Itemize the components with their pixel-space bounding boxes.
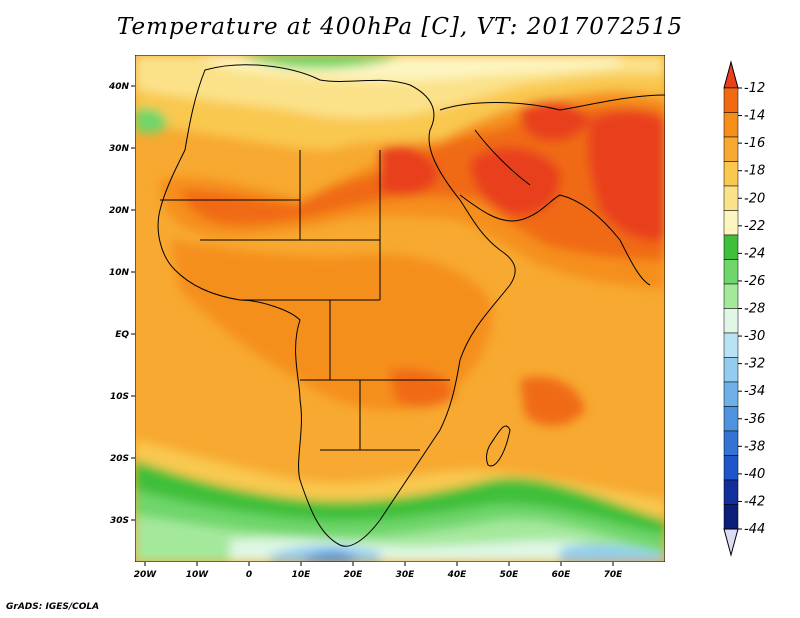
asia-north-outline — [439, 94, 665, 111]
y-tick-label: 10S — [110, 392, 129, 402]
colorbar-label: -42 — [744, 494, 765, 509]
colorbar-segment — [723, 87, 739, 113]
colorbar-segment — [723, 381, 739, 407]
y-tick-label: 20S — [110, 454, 129, 464]
map-title: Temperature at 400hPa [C], VT: 201707251… — [116, 14, 684, 40]
colorbar-label: -28 — [744, 302, 765, 317]
y-tick-label: 20N — [109, 206, 130, 216]
arabia-india-outline — [459, 194, 651, 286]
colorbar-segment — [723, 136, 739, 162]
x-tick-label: 30E — [396, 570, 416, 580]
colorbar-label: -20 — [744, 191, 765, 206]
colorbar-segment — [723, 308, 739, 334]
coastlines — [157, 64, 665, 547]
colorbar-label: -26 — [744, 274, 765, 289]
colorbar-segment — [723, 283, 739, 309]
colorbar-segment — [723, 430, 739, 456]
colorbar-label: -16 — [744, 136, 765, 151]
colorbar-segment — [723, 161, 739, 187]
colorbar-segment — [723, 455, 739, 481]
colorbar-label: -14 — [744, 109, 765, 124]
colorbar-label: -36 — [744, 412, 765, 427]
x-tick-label: 20W — [134, 570, 158, 580]
red-sea-outline — [474, 129, 531, 186]
colorbar-label: -12 — [744, 81, 765, 96]
africa-outline — [157, 64, 516, 547]
colorbar-label: -40 — [744, 467, 765, 482]
colorbar-label: -24 — [744, 246, 765, 261]
colorbar-label: -32 — [744, 357, 765, 372]
colorbar-segment — [723, 479, 739, 505]
x-tick-label: 60E — [552, 570, 572, 580]
footer-credit: GrADS: IGES/COLA — [6, 602, 100, 612]
colorbar-segment — [723, 357, 739, 383]
x-tick-label: 50E — [500, 570, 520, 580]
y-tick-label: EQ — [115, 330, 129, 340]
temperature-field-contours — [135, 55, 665, 562]
colorbar-label: -44 — [744, 522, 765, 537]
colorbar-segment — [723, 332, 739, 358]
colorbar-label: -22 — [744, 219, 765, 234]
x-tick-label: 70E — [604, 570, 624, 580]
colorbar-segment — [723, 259, 739, 285]
x-tick-label: 10E — [292, 570, 312, 580]
x-tick-label: 40E — [447, 570, 468, 580]
country-borders — [160, 150, 450, 451]
colorbar-segment — [723, 504, 739, 530]
x-axis-ticks: 20W 10W 0 10E 20E 30E 40E 50E 60E 70E — [134, 562, 623, 580]
x-tick-label: 10W — [186, 570, 210, 580]
madagascar-outline — [486, 425, 511, 467]
y-tick-label: 30N — [109, 144, 130, 154]
colorbar-label: -30 — [744, 329, 765, 344]
colorbar-label: -18 — [744, 164, 765, 179]
colorbar-segment — [723, 210, 739, 236]
x-tick-label: 0 — [246, 570, 252, 580]
colorbar-segment — [723, 185, 739, 211]
colorbar-label: -34 — [744, 384, 765, 399]
colorbar-segment — [723, 406, 739, 432]
y-axis-ticks: 40N 30N 20N 10N EQ 10S 20S 30S — [108, 82, 135, 526]
colorbar-bottom-triangle — [723, 528, 739, 557]
y-tick-label: 10N — [109, 268, 130, 278]
y-tick-label: 40N — [108, 82, 130, 92]
y-tick-label: 30S — [110, 516, 129, 526]
colorbar-segment — [723, 234, 739, 260]
colorbar-segment — [723, 112, 739, 138]
colorbar-top-triangle — [723, 60, 739, 89]
colorbar-label: -38 — [744, 439, 765, 454]
x-tick-label: 20E — [344, 570, 364, 580]
